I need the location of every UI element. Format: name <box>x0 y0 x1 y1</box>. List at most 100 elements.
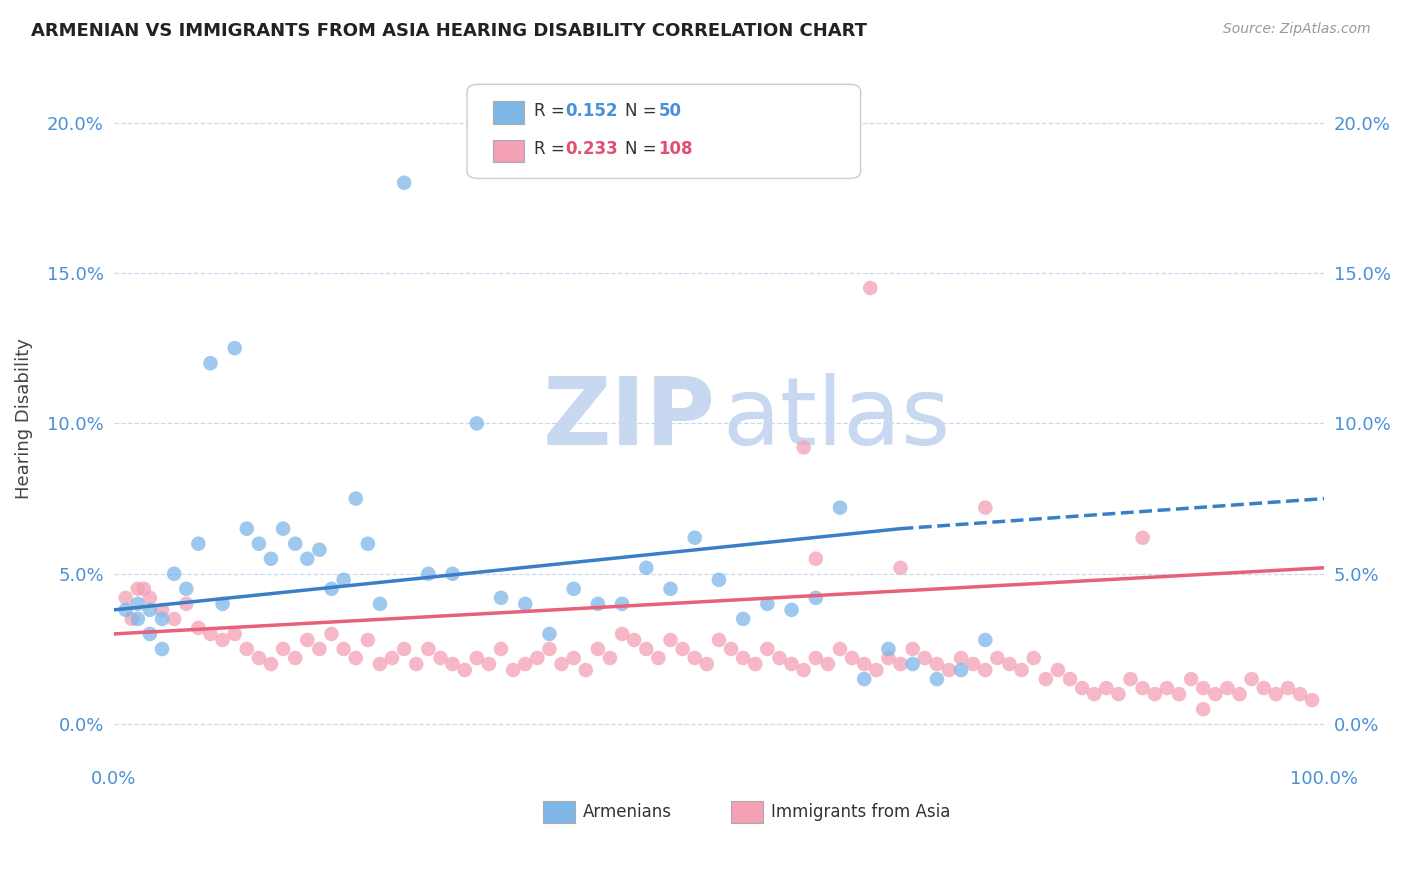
Point <box>938 663 960 677</box>
Point <box>139 603 162 617</box>
Point <box>489 591 512 605</box>
Point <box>260 657 283 671</box>
Text: ZIP: ZIP <box>543 373 716 465</box>
Point <box>636 642 658 657</box>
Text: 0.152: 0.152 <box>565 102 617 120</box>
Point <box>332 573 354 587</box>
Point <box>901 642 924 657</box>
Point <box>515 657 537 671</box>
Point <box>441 657 464 671</box>
Point <box>1132 681 1154 695</box>
Point <box>1168 687 1191 701</box>
Point <box>526 651 548 665</box>
Bar <box>731 801 762 823</box>
Point <box>127 612 149 626</box>
Point <box>877 651 900 665</box>
Point <box>224 627 246 641</box>
Point <box>828 500 851 515</box>
Point <box>1107 687 1129 701</box>
Point <box>247 651 270 665</box>
Point <box>828 642 851 657</box>
Point <box>236 522 259 536</box>
Point <box>720 642 742 657</box>
Point <box>575 663 598 677</box>
Point <box>1264 687 1286 701</box>
Point <box>1143 687 1166 701</box>
Point <box>562 582 585 596</box>
Point <box>489 642 512 657</box>
Point <box>405 657 427 671</box>
Point <box>344 651 367 665</box>
Point <box>297 551 319 566</box>
Point <box>163 612 186 626</box>
Point <box>368 597 391 611</box>
Text: 50: 50 <box>658 102 682 120</box>
Text: 0.233: 0.233 <box>565 140 619 158</box>
Point <box>853 672 876 686</box>
Point <box>890 657 912 671</box>
Point <box>974 663 997 677</box>
Point <box>200 356 222 370</box>
Point <box>1204 687 1226 701</box>
Point <box>127 597 149 611</box>
Point <box>841 651 863 665</box>
Point <box>297 632 319 647</box>
FancyBboxPatch shape <box>467 84 860 178</box>
Point <box>1119 672 1142 686</box>
Point <box>357 537 380 551</box>
Point <box>793 663 815 677</box>
Point <box>817 657 839 671</box>
Point <box>163 566 186 581</box>
Text: R =: R = <box>534 140 569 158</box>
Point <box>877 642 900 657</box>
Point <box>139 627 162 641</box>
Point <box>793 441 815 455</box>
Point <box>1192 681 1215 695</box>
Point <box>950 651 973 665</box>
Y-axis label: Hearing Disability: Hearing Disability <box>15 338 32 500</box>
Point <box>187 537 209 551</box>
Point <box>1301 693 1323 707</box>
Point <box>865 663 887 677</box>
Point <box>308 642 330 657</box>
Point <box>780 657 803 671</box>
Point <box>368 657 391 671</box>
Point <box>683 531 706 545</box>
Point <box>768 651 790 665</box>
Text: 108: 108 <box>658 140 693 158</box>
Point <box>804 591 827 605</box>
Point <box>562 651 585 665</box>
Point <box>1277 681 1299 695</box>
Point <box>550 657 572 671</box>
Point <box>659 632 682 647</box>
Point <box>696 657 718 671</box>
Point <box>914 651 936 665</box>
Point <box>478 657 501 671</box>
Point <box>804 651 827 665</box>
Point <box>1022 651 1045 665</box>
Point <box>756 597 779 611</box>
Point <box>114 603 136 617</box>
Point <box>623 632 645 647</box>
Point <box>465 651 488 665</box>
Point <box>224 341 246 355</box>
Point <box>211 632 233 647</box>
Point <box>859 281 882 295</box>
Point <box>418 642 440 657</box>
Bar <box>543 801 575 823</box>
Point <box>683 651 706 665</box>
Point <box>465 417 488 431</box>
Point <box>308 542 330 557</box>
Point <box>756 642 779 657</box>
Point <box>636 561 658 575</box>
Text: ARMENIAN VS IMMIGRANTS FROM ASIA HEARING DISABILITY CORRELATION CHART: ARMENIAN VS IMMIGRANTS FROM ASIA HEARING… <box>31 22 868 40</box>
Point <box>986 651 1008 665</box>
Point <box>121 612 143 626</box>
Point <box>1083 687 1105 701</box>
Point <box>586 597 609 611</box>
Point <box>538 642 561 657</box>
Point <box>284 537 307 551</box>
Point <box>538 627 561 641</box>
Point <box>804 551 827 566</box>
Point <box>780 603 803 617</box>
